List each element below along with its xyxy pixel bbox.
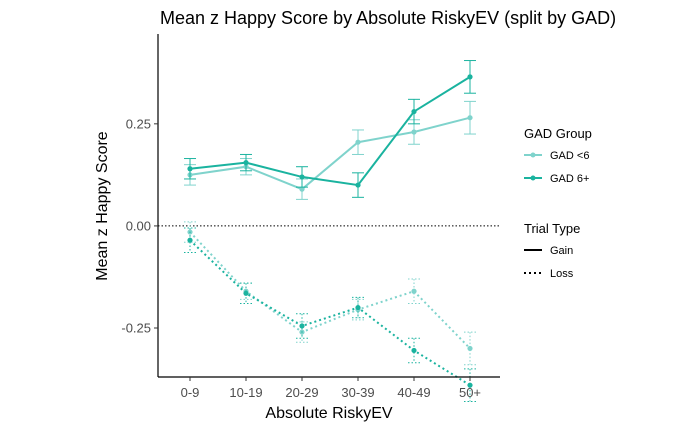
error-bar [408, 337, 420, 364]
data-point [467, 74, 473, 80]
legend-label: GAD <6 [550, 150, 589, 162]
data-point [411, 347, 417, 354]
data-point [355, 182, 361, 188]
chart-title: Mean z Happy Score by Absolute RiskyEV (… [160, 8, 616, 28]
plot-area [158, 60, 500, 402]
y-ticks: 0.25 0.00 -0.25 [121, 116, 158, 336]
series-line [189, 76, 471, 187]
data-point [411, 108, 417, 115]
series-gad-6-loss [184, 221, 476, 366]
series-gad-6--loss [184, 227, 476, 402]
y-axis-title: Mean z Happy Score [94, 131, 111, 281]
data-point [355, 304, 361, 311]
data-point [411, 129, 417, 135]
legend-key-point [530, 175, 536, 181]
legend-title: Trial Type [524, 221, 580, 236]
x-tick-label: 10-19 [229, 385, 262, 400]
data-point [243, 290, 249, 296]
y-tick-label: -0.25 [121, 321, 151, 336]
series-line [189, 231, 471, 350]
data-point [355, 139, 361, 145]
x-ticks: 0-9 10-19 20-29 30-39 40-49 50+ [181, 377, 481, 400]
series-gad-6-gain [184, 100, 476, 200]
data-point [467, 345, 473, 352]
x-tick-label: 30-39 [341, 385, 374, 400]
data-point [187, 166, 193, 172]
x-tick-label: 20-29 [285, 385, 318, 400]
data-point [467, 382, 473, 388]
x-axis-title: Absolute RiskyEV [265, 405, 392, 422]
legend-key-point [530, 152, 536, 158]
legend: GAD Group GAD <6 GAD 6+ Trial Type Gain Loss [524, 126, 592, 280]
x-tick-label: 50+ [459, 385, 481, 400]
error-bar [408, 278, 420, 304]
data-point [187, 237, 193, 243]
data-point [299, 186, 305, 192]
legend-label: Gain [550, 245, 573, 257]
series-gad-6--gain [184, 60, 476, 198]
data-point [299, 323, 305, 329]
error-bar [296, 313, 308, 339]
legend-label: Loss [550, 268, 574, 280]
y-tick-label: 0.00 [126, 218, 151, 233]
series-line [189, 239, 471, 387]
x-tick-label: 0-9 [181, 385, 200, 400]
data-point [467, 115, 473, 121]
legend-title: GAD Group [524, 126, 592, 141]
series-line [189, 116, 471, 191]
legend-label: GAD 6+ [550, 173, 589, 185]
x-tick-label: 40-49 [397, 385, 430, 400]
data-point [411, 288, 417, 294]
data-point [299, 174, 305, 180]
data-point [243, 160, 249, 166]
error-bar [184, 227, 196, 253]
y-tick-label: 0.25 [126, 116, 151, 131]
